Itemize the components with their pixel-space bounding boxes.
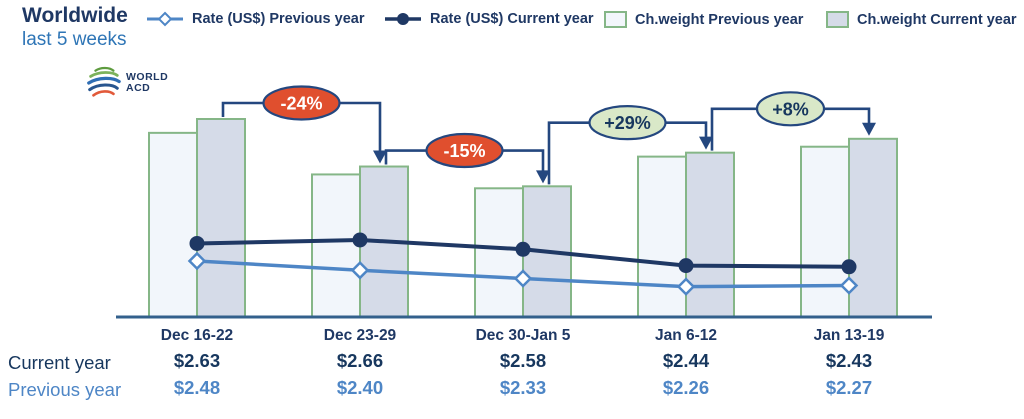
- table-cell-previous: $2.33: [499, 377, 547, 398]
- rate-marker-current: [352, 232, 368, 248]
- filled-bar-swatch-icon: [826, 11, 849, 28]
- legend-label: Rate (US$) Current year: [430, 11, 594, 27]
- chweight-bars: [148, 118, 898, 318]
- bar-chweight-current: [848, 137, 898, 318]
- annotation-label: +8%: [772, 99, 809, 119]
- worldacd-logo: WORLD ACD: [84, 64, 168, 102]
- table-cell-previous: $2.27: [825, 377, 873, 398]
- x-label: Dec 16-22: [160, 327, 234, 344]
- table-cell-previous: $2.40: [336, 377, 384, 398]
- x-label: Jan 6-12: [654, 327, 718, 344]
- circle-line-icon: [385, 13, 421, 25]
- worldacd-globe-icon: [87, 66, 121, 97]
- x-label: Dec 23-29: [323, 327, 397, 344]
- rate-marker-previous: [350, 261, 370, 280]
- light-bar-swatch-icon: [604, 11, 627, 28]
- rate-marker-current: [189, 235, 205, 251]
- legend-item-weight-current: Ch.weight Current year: [826, 11, 1017, 28]
- annotation-arrowhead-icon: [373, 150, 387, 164]
- table-cell-previous: $2.48: [173, 377, 221, 398]
- annotation-oval: [755, 91, 826, 127]
- worldacd-logo-text: WORLD ACD: [126, 72, 168, 94]
- legend-item-rate-previous: Rate (US$) Previous year: [146, 11, 364, 27]
- table-cell-current: $2.44: [662, 350, 710, 371]
- legend-item-weight-previous: Ch.weight Previous year: [604, 11, 803, 28]
- annotation-arrowhead-icon: [862, 122, 876, 136]
- page-title: Worldwide: [22, 4, 128, 27]
- legend-label: Ch.weight Previous year: [635, 11, 804, 28]
- rate-marker-current: [515, 241, 531, 257]
- bar-chweight-previous: [311, 173, 361, 318]
- table-row-label-previous: Previous year: [8, 379, 122, 400]
- annotation-label: -24%: [280, 93, 322, 113]
- x-label: Jan 13-19: [813, 327, 885, 344]
- annotation-label: +29%: [604, 113, 651, 133]
- annotation-+29%: +29%: [547, 105, 713, 185]
- legend-label: Rate (US$) Previous year: [192, 11, 365, 27]
- annotation-oval: [588, 105, 667, 141]
- bar-chweight-current: [685, 151, 735, 318]
- annotation-+8%: +8%: [710, 91, 876, 151]
- page-subtitle: last 5 weeks: [22, 29, 127, 50]
- table-cell-current: $2.43: [825, 350, 873, 371]
- logo-word-world: WORLD: [126, 71, 169, 83]
- annotation--24%: -24%: [221, 85, 387, 164]
- table-cell-previous: $2.26: [662, 377, 710, 398]
- annotation-oval: [262, 85, 341, 121]
- bar-chweight-previous: [800, 145, 850, 318]
- bar-chweight-previous: [637, 155, 687, 318]
- rate-marker-previous: [187, 251, 207, 271]
- table-cell-current: $2.63: [173, 350, 221, 371]
- legend-item-rate-current: Rate (US$) Current year: [384, 11, 594, 27]
- legend-label: Ch.weight Current year: [857, 11, 1017, 28]
- table-row-label-current: Current year: [8, 352, 111, 373]
- diamond-line-icon: [147, 11, 183, 27]
- x-label: Dec 30-Jan 5: [475, 327, 571, 344]
- annotation-oval: [425, 132, 504, 169]
- table-cell-current: $2.58: [499, 350, 547, 371]
- rate-marker-previous: [676, 277, 696, 296]
- bar-chweight-previous: [148, 131, 198, 318]
- logo-word-acd: ACD: [126, 82, 151, 94]
- rate-marker-current: [678, 258, 694, 274]
- annotation-arrowhead-icon: [536, 170, 550, 184]
- bar-chweight-current: [196, 118, 246, 318]
- rate-marker-previous: [513, 269, 533, 288]
- annotation-label: -15%: [443, 141, 485, 161]
- annotation--15%: -15%: [384, 132, 550, 184]
- rate-marker-current: [841, 259, 857, 275]
- bar-chweight-previous: [474, 187, 524, 318]
- rate-marker-previous: [839, 276, 859, 295]
- table-cell-current: $2.66: [336, 350, 384, 371]
- annotation-arrowhead-icon: [699, 136, 713, 150]
